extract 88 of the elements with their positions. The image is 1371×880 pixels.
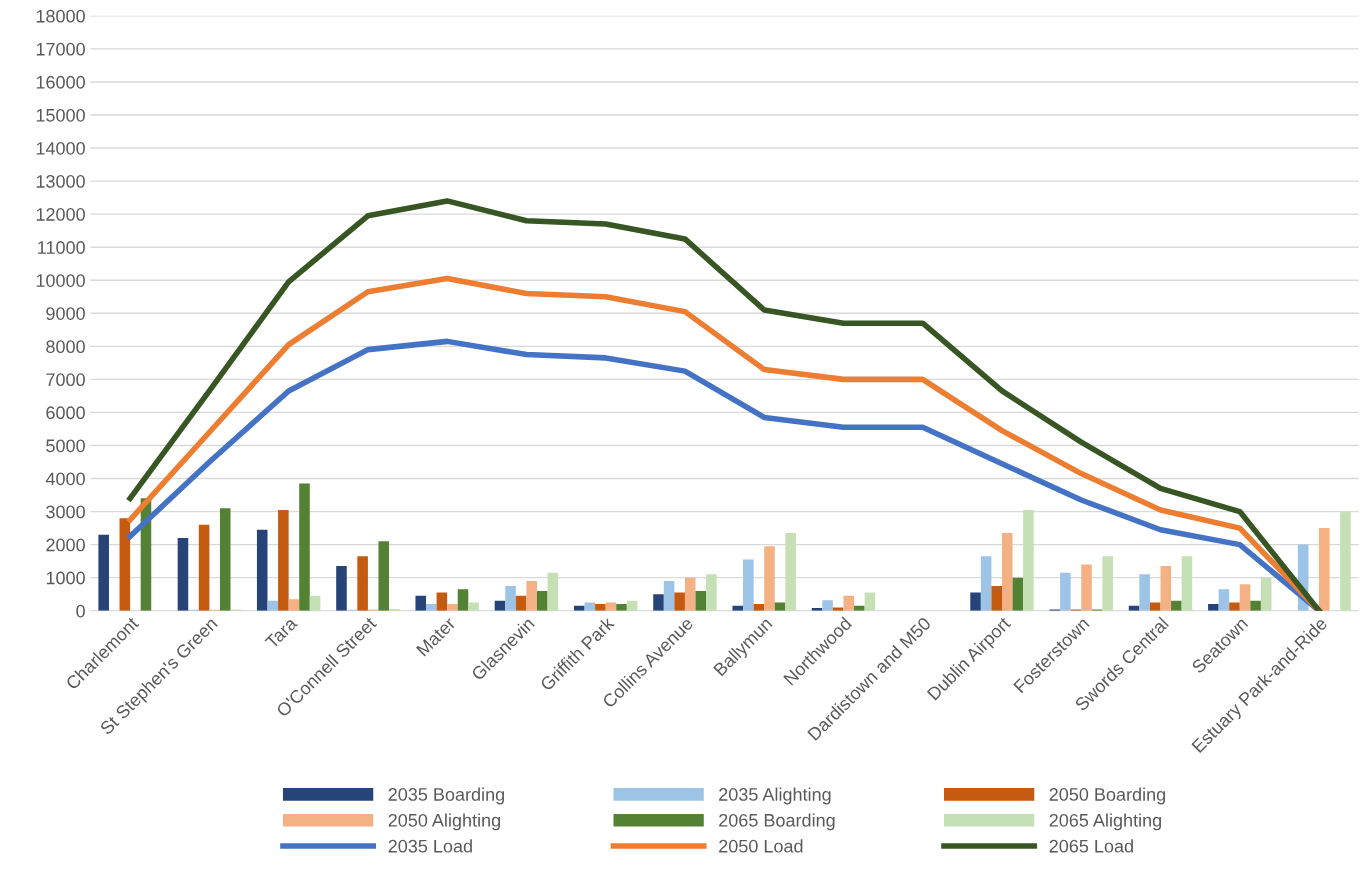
bar bbox=[98, 534, 109, 611]
bar bbox=[774, 602, 786, 611]
bar bbox=[584, 602, 596, 611]
bar bbox=[822, 600, 833, 611]
bar bbox=[616, 604, 627, 611]
bar bbox=[1229, 602, 1240, 611]
y-tick-label: 17000 bbox=[36, 42, 85, 56]
bar bbox=[1218, 589, 1230, 611]
bar bbox=[684, 577, 696, 611]
legend-label: 2050 Alighting bbox=[388, 813, 500, 831]
legend-label: 2065 Alighting bbox=[1049, 813, 1161, 831]
y-tick-label: 16000 bbox=[36, 75, 85, 89]
bar bbox=[177, 538, 189, 611]
y-tick-label: 9000 bbox=[46, 307, 85, 320]
bar bbox=[256, 529, 268, 611]
x-tick-label: Tara bbox=[264, 616, 299, 650]
y-tick-label: 0 bbox=[76, 604, 85, 618]
bar bbox=[457, 589, 469, 611]
bar bbox=[970, 592, 981, 611]
bar bbox=[1181, 556, 1193, 611]
bar bbox=[1081, 564, 1092, 611]
bar bbox=[1250, 600, 1261, 611]
bar bbox=[1260, 577, 1272, 611]
bar bbox=[1239, 584, 1251, 611]
bar bbox=[526, 580, 537, 611]
bar bbox=[278, 509, 289, 611]
bar bbox=[1001, 533, 1013, 611]
y-tick-label: 10000 bbox=[36, 274, 85, 287]
bar bbox=[1012, 577, 1024, 611]
bar bbox=[843, 595, 855, 611]
legend-label: 2035 Load bbox=[388, 839, 472, 853]
y-tick-label: 18000 bbox=[36, 9, 85, 23]
bar bbox=[1340, 511, 1351, 611]
bar bbox=[980, 556, 992, 611]
legend-label: 2050 Load bbox=[719, 839, 803, 853]
y-tick-label: 14000 bbox=[36, 141, 85, 155]
legend-label: 2065 Load bbox=[1049, 839, 1133, 853]
bar bbox=[447, 604, 458, 611]
bar bbox=[674, 592, 685, 611]
y-tick-label: 6000 bbox=[46, 406, 85, 420]
legend-label: 2050 Boarding bbox=[1049, 787, 1166, 805]
y-tick-label: 8000 bbox=[46, 340, 85, 354]
y-tick-label: 2000 bbox=[46, 538, 85, 552]
bar bbox=[357, 556, 368, 611]
bar bbox=[605, 602, 617, 611]
y-tick-label: 1000 bbox=[46, 571, 85, 585]
bar bbox=[1208, 604, 1219, 611]
bar bbox=[1171, 600, 1182, 611]
bar bbox=[505, 585, 516, 611]
bar bbox=[991, 585, 1002, 611]
bar bbox=[219, 508, 231, 611]
bar bbox=[1060, 572, 1071, 611]
bar bbox=[198, 524, 210, 611]
bar bbox=[764, 546, 775, 611]
y-tick-label: 3000 bbox=[46, 505, 85, 519]
legend-label: 2035 Boarding bbox=[388, 787, 504, 805]
bar bbox=[653, 594, 664, 611]
bar bbox=[1023, 509, 1034, 611]
bar bbox=[785, 533, 796, 611]
bar bbox=[706, 574, 717, 611]
bar bbox=[1102, 556, 1113, 611]
bar bbox=[468, 602, 479, 611]
y-tick-label: 4000 bbox=[45, 472, 85, 486]
legend-label: 2035 Alighting bbox=[719, 787, 831, 805]
bar bbox=[1160, 566, 1172, 611]
bar bbox=[378, 541, 390, 611]
bar bbox=[299, 483, 310, 611]
y-tick-label: 11000 bbox=[38, 241, 85, 254]
bar bbox=[426, 604, 437, 611]
bar bbox=[119, 518, 131, 611]
y-tick-label: 5000 bbox=[46, 439, 85, 453]
bar bbox=[1149, 602, 1161, 611]
bar bbox=[1319, 528, 1330, 611]
bar bbox=[695, 590, 707, 611]
bar bbox=[1139, 574, 1150, 611]
bar bbox=[595, 604, 606, 611]
y-tick-label: 15000 bbox=[36, 108, 85, 122]
y-tick-label: 13000 bbox=[36, 175, 85, 188]
legend-label: 2065 Boarding bbox=[719, 813, 835, 831]
bar bbox=[415, 595, 427, 611]
y-tick-label: 12000 bbox=[36, 208, 85, 221]
bar bbox=[536, 590, 548, 611]
bar bbox=[743, 559, 754, 611]
y-tick-label: 7000 bbox=[46, 373, 85, 387]
bar bbox=[663, 580, 675, 611]
bar bbox=[288, 599, 300, 611]
bar bbox=[547, 572, 559, 611]
bar bbox=[336, 566, 347, 611]
